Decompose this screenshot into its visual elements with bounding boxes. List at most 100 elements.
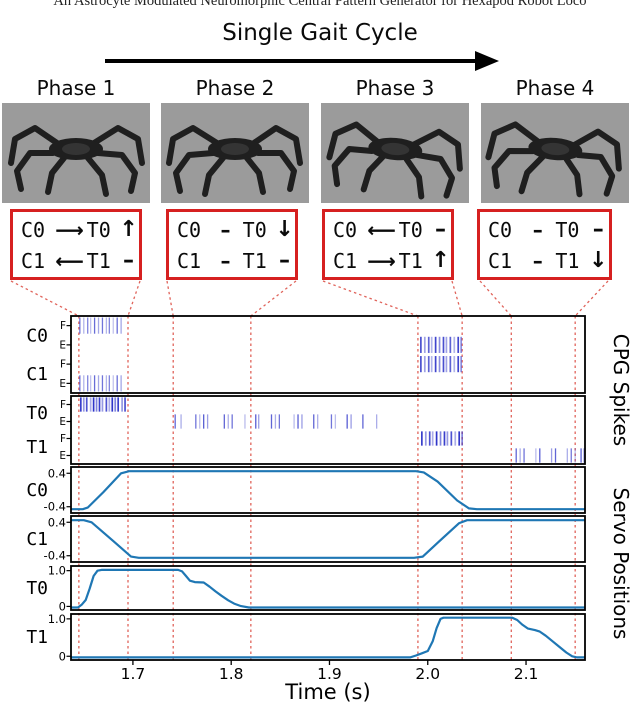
command-row: C0 – T0 ↓ [177, 214, 295, 245]
command-row: C1 ⟵ T1 – [21, 245, 139, 276]
servo-panel-border [70, 613, 586, 661]
joint-label: T0 [555, 217, 580, 242]
panel-joint-label: C1 [26, 364, 48, 385]
phase-connector-line [166, 280, 174, 317]
y-tick-label: 0.4 [48, 466, 66, 480]
servo-panel-border [70, 466, 586, 514]
command-symbol: – [123, 248, 135, 273]
command-symbol: ⟶ [367, 248, 396, 273]
panel-joint-label: T1 [26, 437, 48, 458]
gait-cycle-arrow-head-icon [475, 51, 499, 71]
phase-boundary-lines [10, 280, 609, 660]
robot-photo-phase-3 [321, 103, 469, 203]
panel-joint-label: C0 [26, 325, 48, 346]
spike-row-C1-E [79, 375, 122, 392]
x-axis-title: Time (s) [284, 680, 370, 704]
phase-connector-line [127, 280, 141, 317]
y-tick-label: 1.0 [48, 564, 66, 578]
joint-label: T1 [555, 248, 580, 273]
command-row: C1 ⟶ T1 ↑ [333, 245, 451, 276]
spike-row-T0-F [79, 397, 126, 412]
spike-row-T1-E [515, 448, 585, 463]
command-row: C0 ⟵ T0 – [333, 214, 451, 245]
phase-connector-line [451, 280, 463, 317]
servo-position-line-C0 [71, 470, 585, 511]
spike-row-C0-E [420, 336, 463, 353]
phase-3-label: Phase 3 [355, 76, 435, 100]
command-symbol: – [592, 217, 604, 242]
paper-title: An Astrocyte Modulated Neuromorphic Cent… [53, 0, 587, 9]
joint-label: T0 [398, 217, 423, 242]
joint-label: C0 [21, 217, 46, 242]
phase-connector-line [10, 280, 80, 317]
x-tick-label: 2.0 [415, 665, 440, 683]
joint-label: C1 [333, 248, 358, 273]
gait-cycle-label: Single Gait Cycle [222, 20, 418, 46]
panel-joint-label: C0 [26, 480, 48, 501]
panel-joint-label: T0 [26, 403, 48, 424]
y-tick-label: 0.4 [48, 515, 66, 529]
joint-label: T1 [398, 248, 423, 273]
command-symbol: – [435, 217, 447, 242]
phase-connector-line [250, 280, 297, 317]
joint-label: T1 [242, 248, 267, 273]
servo-panel-T1: 1.0 0 T1 [26, 612, 586, 663]
command-symbol: ↓ [275, 217, 294, 242]
phase-2-command-box: C0 – T0 ↓ C1 – T1 – [166, 209, 298, 280]
x-axis: 1.7 1.8 1.9 2.0 2.1 Time (s) [121, 660, 539, 704]
row-sublabel: E [59, 416, 66, 428]
command-symbol: – [279, 248, 291, 273]
joint-label: C0 [488, 217, 513, 242]
servo-panel-border [70, 515, 586, 563]
spike-panel-border [70, 395, 586, 465]
robot-photo-phase-2 [161, 103, 309, 203]
y-tick-label: -0.4 [44, 549, 66, 563]
phase-3-command-box: C0 ⟵ T0 – C1 ⟶ T1 ↑ [322, 209, 454, 280]
y-tick-label: 0 [59, 599, 66, 613]
phase-connector-line [322, 280, 419, 317]
servo-panel-C0: 0.4 -0.4C0 [26, 466, 586, 514]
command-symbol: ↑ [119, 217, 138, 242]
joint-label: C1 [488, 248, 513, 273]
row-sublabel: F [60, 399, 66, 411]
joint-label: T0 [242, 217, 267, 242]
x-tick-label: 1.8 [219, 665, 244, 683]
phase-2-label: Phase 2 [195, 76, 275, 100]
row-sublabel: F [60, 320, 66, 332]
command-symbol: – [220, 248, 231, 273]
command-row: C0 – T0 – [488, 214, 609, 245]
command-symbol: – [532, 248, 543, 273]
command-symbol: – [532, 217, 543, 242]
joint-label: C1 [177, 248, 202, 273]
y-tick-label: -0.4 [44, 500, 66, 514]
x-tick-label: 1.9 [317, 665, 342, 683]
servo-panel-C1: 0.4 -0.4C1 [26, 515, 586, 563]
joint-label: C1 [21, 248, 46, 273]
servo-position-line-C1 [71, 519, 585, 559]
cpg-spikes-group-label: CPG Spikes [609, 334, 633, 446]
robot-photo-phase-1 [2, 103, 150, 203]
row-sublabel: F [60, 359, 66, 371]
panel-joint-label: T0 [26, 578, 48, 599]
phase-4-label: Phase 4 [515, 76, 595, 100]
phase-1-label: Phase 1 [36, 76, 116, 100]
phase-connector-line [479, 280, 512, 317]
spike-row-T1-F [421, 431, 464, 446]
joint-label: T1 [86, 248, 111, 273]
y-tick-label: 0 [59, 649, 66, 663]
servo-positions-group-label: Servo Positions [609, 488, 633, 640]
y-tick-label: 1.0 [48, 612, 66, 626]
servo-panel-border [70, 565, 586, 611]
x-tick-label: 2.1 [514, 665, 539, 683]
command-symbol: ⟵ [55, 248, 84, 273]
command-row: C0 ⟶ T0 ↑ [21, 214, 139, 245]
row-sublabel: E [59, 378, 66, 390]
servo-position-line-T0 [71, 568, 585, 609]
joint-label: T0 [86, 217, 111, 242]
command-row: C1 – T1 – [177, 245, 295, 276]
command-symbol: ↑ [431, 248, 450, 273]
spike-row-C0-F [79, 317, 122, 334]
